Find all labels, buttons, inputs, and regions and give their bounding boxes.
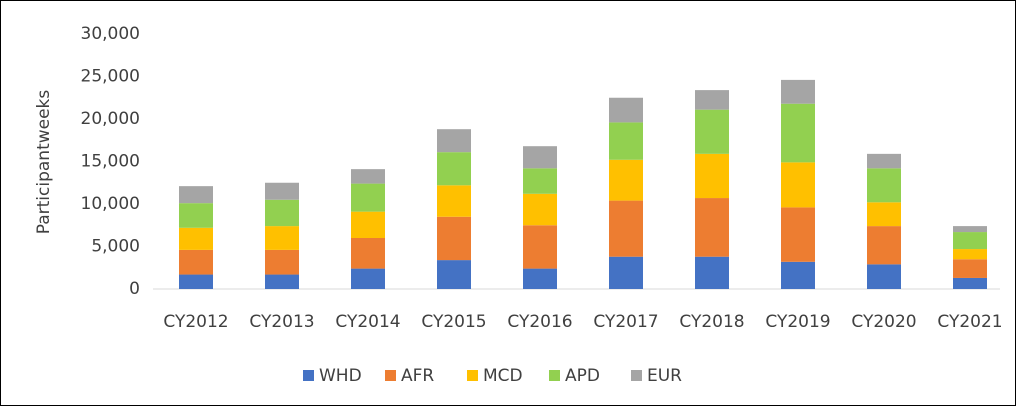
legend-swatch [467,370,478,381]
legend-swatch [631,370,642,381]
y-tick-label: 15,000 [81,152,140,172]
bar-segment [523,193,557,226]
legend-swatch [549,370,560,381]
bar-segment [695,153,729,199]
bar-segment [609,159,643,201]
bar-segment [179,186,213,204]
legend-label: WHD [319,366,362,386]
x-tick-label: CY2015 [421,312,486,332]
x-tick-label: CY2013 [249,312,314,332]
y-tick-label: 10,000 [81,194,140,214]
bar-segment [437,260,471,289]
legend-label: EUR [647,366,682,386]
bar-segment [781,261,815,289]
bar-segment [695,90,729,110]
x-tick-label: CY2016 [507,312,572,332]
bar-segment [179,274,213,289]
bar-segment [437,185,471,217]
bar-segment [179,203,213,228]
bar-segment [695,109,729,154]
legend-swatch [385,370,396,381]
bar-segment [781,162,815,208]
x-tick-label: CY2014 [335,312,400,332]
x-tick-label: CY2021 [937,312,1002,332]
bar-segment [781,207,815,262]
bar-segment [265,226,299,250]
x-tick-label: CY2017 [593,312,658,332]
bar-segment [437,152,471,186]
x-tick-label: CY2018 [679,312,744,332]
bar-segment [609,97,643,123]
bar-segment [867,153,901,169]
x-tick-label: CY2020 [851,312,916,332]
bar-segment [351,268,385,289]
bar-segment [351,211,385,238]
y-tick-label: 0 [129,279,140,299]
bar-segment [265,182,299,200]
bar-segment [609,122,643,160]
bar-segment [351,238,385,269]
bar-segment [523,225,557,269]
bar-segment [867,264,901,289]
bar-segment [609,256,643,289]
bar-segment [523,168,557,194]
bar-segment [351,183,385,212]
bar-segment [867,168,901,203]
x-tick-label: CY2012 [163,312,228,332]
y-tick-label: 30,000 [81,24,140,44]
bar-segment [437,216,471,261]
legend-label: APD [565,366,600,386]
bar-segment [781,79,815,104]
bar-segment [867,202,901,227]
bar-segment [265,199,299,227]
y-axis-label: Participantweeks [34,90,54,235]
bar-segment [437,129,471,153]
bar-segment [265,274,299,289]
bar-segment [695,256,729,289]
bar-segment [953,249,987,260]
bar-segment [953,226,987,233]
bar-segment [523,146,557,169]
legend-label: AFR [401,366,434,386]
bar-segment [179,227,213,250]
legend-swatch [303,370,314,381]
bar-segment [953,277,987,289]
bar-segment [695,198,729,257]
bar-segment [351,169,385,184]
bar-segment [867,226,901,265]
bar-segment [953,232,987,250]
bar-segment [609,200,643,257]
x-tick-label: CY2019 [765,312,830,332]
bar-segment [953,259,987,278]
legend-label: MCD [483,366,523,386]
y-tick-label: 5,000 [91,237,140,257]
bar-segment [265,249,299,275]
bar-segment [179,249,213,275]
bar-segment [781,103,815,163]
bar-segment [523,268,557,289]
y-tick-label: 25,000 [81,67,140,87]
y-tick-label: 20,000 [81,109,140,129]
